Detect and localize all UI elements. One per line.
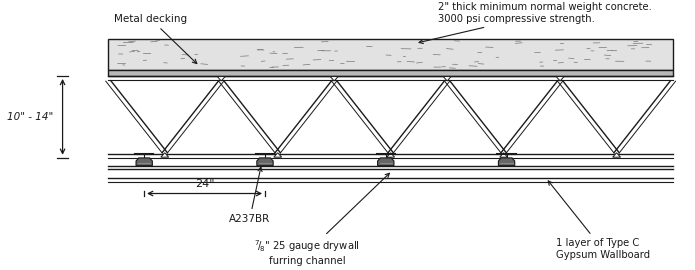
- Polygon shape: [161, 153, 169, 157]
- Polygon shape: [613, 153, 621, 157]
- Polygon shape: [443, 77, 451, 81]
- Polygon shape: [498, 158, 515, 166]
- Text: 24": 24": [195, 179, 214, 189]
- Text: 10" - 14": 10" - 14": [6, 112, 53, 122]
- Polygon shape: [108, 70, 673, 76]
- Polygon shape: [108, 39, 673, 70]
- Polygon shape: [136, 158, 152, 166]
- Polygon shape: [274, 153, 281, 157]
- Polygon shape: [377, 158, 394, 166]
- Text: 1 layer of Type C
Gypsum Wallboard: 1 layer of Type C Gypsum Wallboard: [548, 181, 650, 260]
- Polygon shape: [330, 77, 338, 81]
- Text: $^{7}\!/_{\!8}$" 25 gauge drywall
furring channel: $^{7}\!/_{\!8}$" 25 gauge drywall furrin…: [254, 173, 389, 266]
- Polygon shape: [500, 153, 507, 157]
- Polygon shape: [386, 153, 395, 157]
- Text: A237BR: A237BR: [229, 167, 270, 224]
- Polygon shape: [257, 158, 273, 166]
- Text: Metal decking: Metal decking: [114, 14, 197, 64]
- Polygon shape: [556, 77, 564, 81]
- Polygon shape: [218, 77, 225, 81]
- Text: 2" thick minimum normal weight concrete.
3000 psi compressive strength.: 2" thick minimum normal weight concrete.…: [419, 2, 652, 43]
